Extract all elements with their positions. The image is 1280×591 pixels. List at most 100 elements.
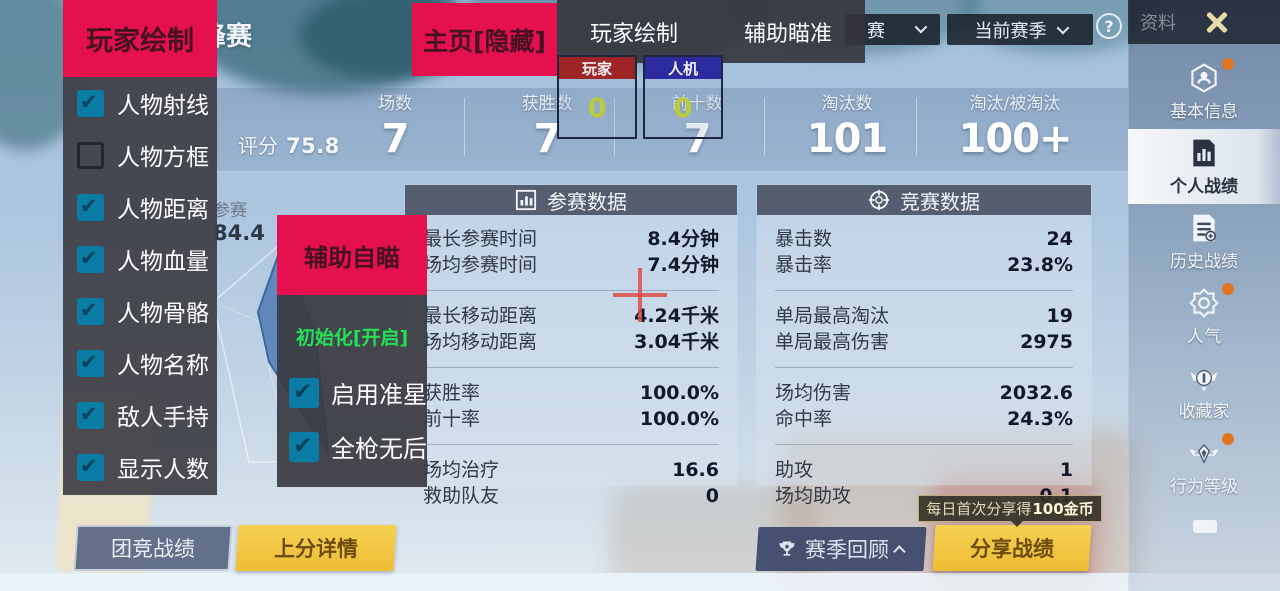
draw-option-box[interactable]: 人物方框 [63, 129, 217, 181]
divider [423, 444, 719, 445]
draw-option-health[interactable]: 人物血量 [63, 233, 217, 285]
sidebar-item-personal-stats[interactable]: 个人战绩 [1128, 129, 1280, 204]
draw-option-name[interactable]: 人物名称 [63, 337, 217, 389]
stat-row: 暴击数 24 [775, 228, 1073, 250]
draw-panel: 人物射线 人物方框 人物距离 人物血量 人物骨骼 人物名称 敌人手持 显示人数 [63, 77, 217, 495]
aim-option-crosshair[interactable]: 启用准星 [289, 375, 427, 410]
rating-value: 75.8 [286, 134, 340, 158]
sidebar-item-collector[interactable]: 收藏家 [1128, 354, 1280, 429]
help-icon[interactable]: ? [1096, 13, 1122, 39]
checkbox[interactable] [289, 431, 319, 462]
sidebar-title: 资料 [1140, 13, 1176, 34]
stat-wins: 获胜数 7 [521, 94, 573, 162]
notification-badge [1222, 432, 1234, 445]
bot-counter: 人机 0 [643, 55, 723, 139]
checkbox[interactable] [77, 89, 104, 117]
tooltip-arrow [1011, 521, 1023, 527]
tab-player-draw[interactable]: 玩家绘制 [589, 21, 678, 47]
team-stats-button[interactable]: 团竞战绩 [73, 525, 233, 571]
summary-band [195, 88, 1128, 172]
rating: 评分 75.8 [238, 130, 340, 159]
checkbox[interactable] [77, 297, 104, 325]
notification-badge [1222, 57, 1234, 70]
aim-option-no-recoil[interactable]: 全枪无后 [289, 429, 427, 464]
share-stats-button[interactable]: 分享战绩 [932, 525, 1092, 571]
divider [423, 367, 719, 368]
stat-row: 场均移动距离 3.04千米 [423, 331, 719, 353]
stat-kd: 淘汰/被淘汰 100+ [958, 94, 1072, 162]
sidebar-item-history-stats[interactable]: 历史战绩 [1128, 204, 1280, 279]
radar-axis-label: 参赛 84.4 [213, 201, 265, 245]
checkbox[interactable] [289, 377, 319, 408]
ground-strip [0, 573, 1280, 591]
stat-row: 命中率 24.3% [775, 408, 1073, 430]
stat-row: 救助队友 0 [423, 485, 719, 507]
participation-panel-header: 参赛数据 [405, 185, 737, 215]
sidebar-collapse-handle[interactable] [1193, 520, 1217, 533]
trophy-icon [779, 541, 794, 556]
chevron-down-icon [1056, 21, 1069, 35]
stat-row: 最长移动距离 4.24千米 [423, 305, 719, 327]
competition-panel-title: 竞赛数据 [900, 189, 980, 214]
stat-kills: 淘汰数 101 [806, 94, 888, 162]
close-icon[interactable] [1200, 5, 1234, 39]
cheat-top-menu: 玩家绘制 辅助瞄准 [557, 0, 865, 63]
divider [916, 98, 917, 156]
competition-panel-header: 竞赛数据 [757, 185, 1091, 215]
rating-label: 评分 [238, 134, 278, 158]
sidebar: 资料 基本信息 [1128, 0, 1280, 591]
draw-option-player-count[interactable]: 显示人数 [63, 441, 217, 493]
stat-row: 场均参赛时间 7.4分钟 [423, 254, 719, 276]
stat-row: 获胜率 100.0% [423, 382, 719, 404]
checkbox[interactable] [77, 453, 104, 481]
divider [775, 444, 1073, 445]
target-icon [868, 189, 890, 211]
participation-panel-title: 参赛数据 [547, 189, 627, 214]
divider [764, 98, 765, 156]
conduct-badge-icon [1189, 443, 1219, 464]
stat-top10: 前十数 7 [671, 94, 723, 162]
divider [423, 290, 719, 291]
sidebar-item-basic-info[interactable]: 基本信息 [1128, 54, 1280, 129]
mode-dropdown-label: 赛 [867, 20, 885, 42]
stat-row: 暴击率 23.8% [775, 254, 1073, 276]
divider [614, 98, 615, 156]
checkbox[interactable] [77, 141, 104, 169]
season-review-button[interactable]: 赛季回顾 [755, 527, 927, 571]
divider [775, 367, 1073, 368]
chevron-down-icon [914, 20, 928, 34]
stat-row: 场均治疗 16.6 [423, 459, 719, 481]
popularity-icon [1189, 287, 1219, 318]
bar-chart-icon [515, 189, 537, 211]
draw-option-distance[interactable]: 人物距离 [63, 181, 217, 233]
rank-details-button[interactable]: 上分详情 [235, 525, 397, 571]
stat-row: 前十率 100.0% [423, 408, 719, 430]
home-hide-button[interactable]: 主页[隐藏] [412, 3, 557, 76]
sidebar-item-popularity[interactable]: 人气 [1128, 279, 1280, 354]
draw-option-skeleton[interactable]: 人物骨骼 [63, 285, 217, 337]
chevron-up-icon [892, 544, 906, 558]
draw-option-ray[interactable]: 人物射线 [63, 77, 217, 129]
season-dropdown[interactable]: 当前赛季 [947, 14, 1093, 45]
stat-matches: 场数 7 [378, 94, 412, 162]
checkbox[interactable] [77, 349, 104, 377]
stat-row: 助攻 1 [775, 459, 1073, 481]
aim-panel-header[interactable]: 辅助自瞄 [277, 215, 427, 295]
profile-icon [1191, 62, 1217, 93]
participation-panel: 参赛数据 最长参赛时间 8.4分钟 场均参赛时间 7.4分钟 最长移动距离 4.24千… [405, 185, 737, 507]
season-dropdown-label: 当前赛季 [974, 20, 1047, 42]
competition-panel: 竞赛数据 暴击数 24 暴击率 23.8% 单局最高淘汰 19 单局最高伤害 2975 … [757, 185, 1091, 507]
draw-panel-header[interactable]: 玩家绘制 [63, 0, 217, 77]
history-doc-icon [1193, 214, 1217, 241]
tab-aim-assist[interactable]: 辅助瞄准 [743, 21, 832, 47]
checkbox[interactable] [77, 245, 104, 273]
notification-badge [1222, 282, 1234, 295]
player-counter: 玩家 0 [557, 55, 637, 139]
divider [775, 290, 1073, 291]
share-tooltip: 每日首次分享得 100金币 [918, 495, 1102, 527]
sidebar-item-conduct-level[interactable]: 行为等级 [1128, 429, 1280, 504]
checkbox[interactable] [77, 193, 104, 221]
checkbox[interactable] [77, 401, 104, 429]
draw-option-enemy-weapon[interactable]: 敌人手持 [63, 389, 217, 441]
